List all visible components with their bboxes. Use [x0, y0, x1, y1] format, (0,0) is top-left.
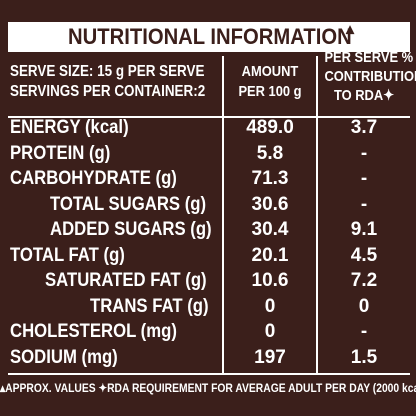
- serve-info: SERVE SIZE: 15 g PER SERVE: [10, 63, 205, 80]
- footnote: ▴APPROX. VALUES ✦RDA REQUIREMENT FOR AVE…: [0, 381, 416, 395]
- nutrient-label: CARBOHYDRATE (g): [10, 168, 177, 189]
- amount-value: 71.3: [251, 168, 289, 189]
- rda-value: -: [360, 168, 368, 189]
- rule: [8, 116, 410, 118]
- amount-value: 0: [264, 295, 276, 317]
- column-head: CONTRIBUTION: [324, 68, 416, 85]
- column-head: TO RDA✦: [333, 87, 395, 104]
- amount-value: 30.4: [251, 219, 289, 240]
- amount-value: 0: [264, 321, 276, 342]
- divider: [222, 56, 224, 373]
- column-head: AMOUNT: [241, 63, 299, 80]
- rda-value: -: [360, 142, 368, 164]
- rda-value: 0: [358, 295, 370, 317]
- serve-info: SERVINGS PER CONTAINER:2: [10, 83, 206, 100]
- amount-value: 489.0: [246, 117, 294, 138]
- title: NUTRITIONAL INFORMATION: [68, 24, 352, 49]
- nutrient-label: CHOLESTEROL (mg): [10, 321, 177, 342]
- nutrient-label: TOTAL SUGARS (g): [50, 193, 207, 215]
- title-mark: ▴: [346, 21, 355, 38]
- rda-value: 1.5: [350, 346, 378, 368]
- rda-value: 3.7: [350, 117, 378, 138]
- rda-value: -: [360, 321, 368, 342]
- nutrient-label: PROTEIN (g): [10, 142, 111, 164]
- nutrient-label: SODIUM (mg): [10, 346, 118, 368]
- nutrient-label: ENERGY (kcal): [10, 117, 129, 138]
- nutrient-label: TOTAL FAT (g): [10, 244, 125, 266]
- amount-value: 30.6: [251, 193, 289, 215]
- nutrient-label: SATURATED FAT (g): [45, 270, 207, 291]
- nutrient-label: ADDED SUGARS (g): [50, 219, 212, 240]
- title-bar: [8, 22, 410, 52]
- column-head: PER 100 g: [238, 83, 302, 100]
- nutrient-label: TRANS FAT (g): [90, 295, 209, 317]
- rda-value: -: [360, 193, 368, 215]
- amount-value: 5.8: [256, 142, 284, 164]
- amount-value: 20.1: [251, 244, 289, 266]
- rda-value: 9.1: [350, 219, 378, 240]
- divider: [316, 56, 318, 373]
- rule: [8, 373, 410, 375]
- rda-value: 4.5: [350, 244, 378, 266]
- amount-value: 197: [254, 346, 286, 368]
- amount-value: 10.6: [251, 270, 289, 291]
- rda-value: 7.2: [350, 270, 378, 291]
- column-head: PER SERVE %: [324, 49, 414, 66]
